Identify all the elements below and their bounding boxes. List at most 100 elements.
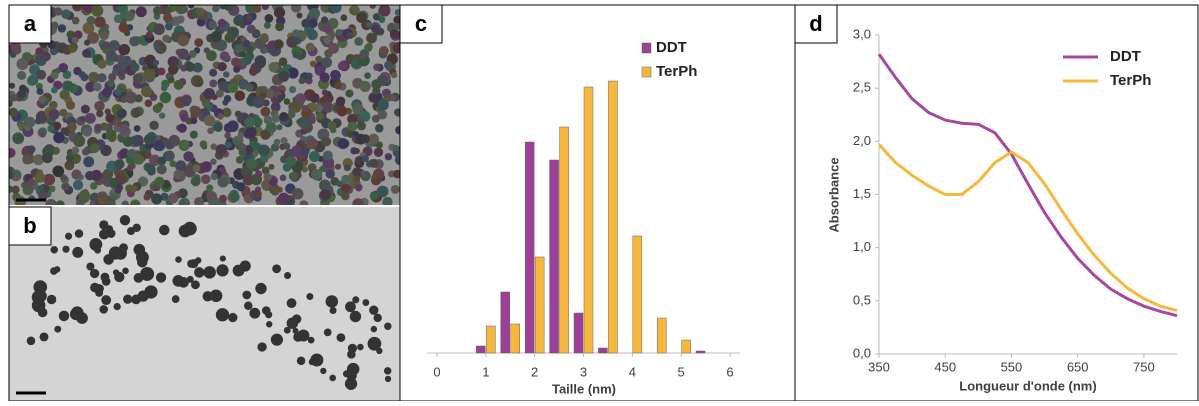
particle	[190, 176, 201, 187]
y-tick-label: 0,0	[853, 345, 871, 360]
particle	[308, 358, 316, 366]
particle	[104, 108, 111, 115]
legend-label: TerPh	[656, 63, 697, 80]
particle	[244, 51, 255, 62]
particle	[97, 59, 107, 69]
particle	[291, 145, 303, 158]
particle	[27, 145, 36, 154]
particle	[389, 29, 400, 39]
x-tick-label: 450	[934, 359, 956, 374]
particle	[316, 112, 324, 120]
particle	[64, 160, 75, 171]
particle	[117, 5, 128, 14]
particle	[94, 123, 103, 132]
particle	[210, 173, 218, 181]
particle	[394, 154, 400, 166]
particle	[283, 142, 291, 150]
particle	[394, 108, 400, 117]
particle	[158, 167, 166, 175]
particle	[192, 164, 201, 172]
particle	[264, 13, 274, 23]
particle	[144, 99, 153, 108]
particle	[174, 5, 184, 10]
particle	[299, 117, 312, 130]
particle	[336, 180, 344, 188]
particle	[263, 173, 272, 182]
particle	[263, 21, 271, 29]
particle	[242, 39, 251, 48]
particle	[153, 43, 161, 51]
particle	[114, 186, 122, 194]
particle	[260, 129, 271, 140]
particle	[22, 154, 33, 165]
particle	[298, 77, 306, 85]
particle	[301, 18, 311, 28]
particle	[369, 191, 379, 201]
particle	[227, 82, 239, 93]
particle	[99, 305, 108, 314]
particle	[119, 123, 129, 134]
particle	[223, 71, 230, 78]
particle	[292, 327, 299, 334]
particle	[86, 262, 95, 271]
x-tick-label: 1	[482, 364, 489, 379]
particle	[130, 185, 138, 192]
particle	[91, 5, 104, 17]
particle	[245, 126, 257, 138]
x-tick-label: 4	[629, 364, 636, 379]
particle	[378, 5, 391, 17]
particle	[116, 108, 127, 119]
particle	[384, 322, 392, 330]
particle	[186, 275, 194, 283]
legend-label: TerPh	[1110, 72, 1151, 89]
particle	[119, 214, 131, 226]
particle	[118, 22, 129, 33]
particle	[279, 174, 287, 182]
x-tick-label: 6	[726, 364, 733, 379]
particle	[206, 184, 214, 192]
particle	[383, 367, 392, 375]
particle	[344, 377, 358, 390]
particle	[88, 71, 100, 84]
particle	[345, 89, 354, 98]
particle	[194, 267, 205, 278]
particle	[305, 72, 313, 80]
particle	[305, 77, 313, 85]
particle	[35, 82, 43, 90]
particle	[392, 169, 400, 179]
particle	[290, 317, 299, 326]
particle	[278, 57, 288, 67]
particle	[135, 250, 149, 264]
particle	[153, 139, 165, 151]
particle	[163, 150, 175, 162]
particle	[272, 264, 282, 274]
particle	[50, 21, 59, 30]
particle	[67, 122, 77, 132]
y-axis-title: Absorbance	[826, 157, 841, 232]
particle	[194, 196, 205, 205]
particle	[121, 200, 129, 205]
particle	[89, 238, 103, 251]
y-tick-label: 1,5	[853, 186, 871, 201]
particle	[118, 68, 126, 77]
particle	[258, 144, 270, 157]
particle	[112, 269, 120, 276]
particle	[236, 182, 246, 192]
particle	[82, 5, 94, 13]
particle	[143, 134, 155, 146]
particle	[56, 42, 68, 54]
particle	[294, 93, 306, 105]
particle	[286, 36, 298, 48]
particle	[336, 105, 348, 117]
particle	[340, 14, 348, 22]
particle	[329, 374, 337, 382]
particle	[203, 266, 216, 279]
particle	[364, 43, 373, 52]
particle	[387, 170, 395, 178]
bar	[681, 339, 691, 354]
particle	[215, 144, 228, 156]
particle	[354, 155, 364, 165]
particle	[132, 73, 144, 84]
particle	[94, 16, 106, 28]
particle	[66, 30, 75, 39]
